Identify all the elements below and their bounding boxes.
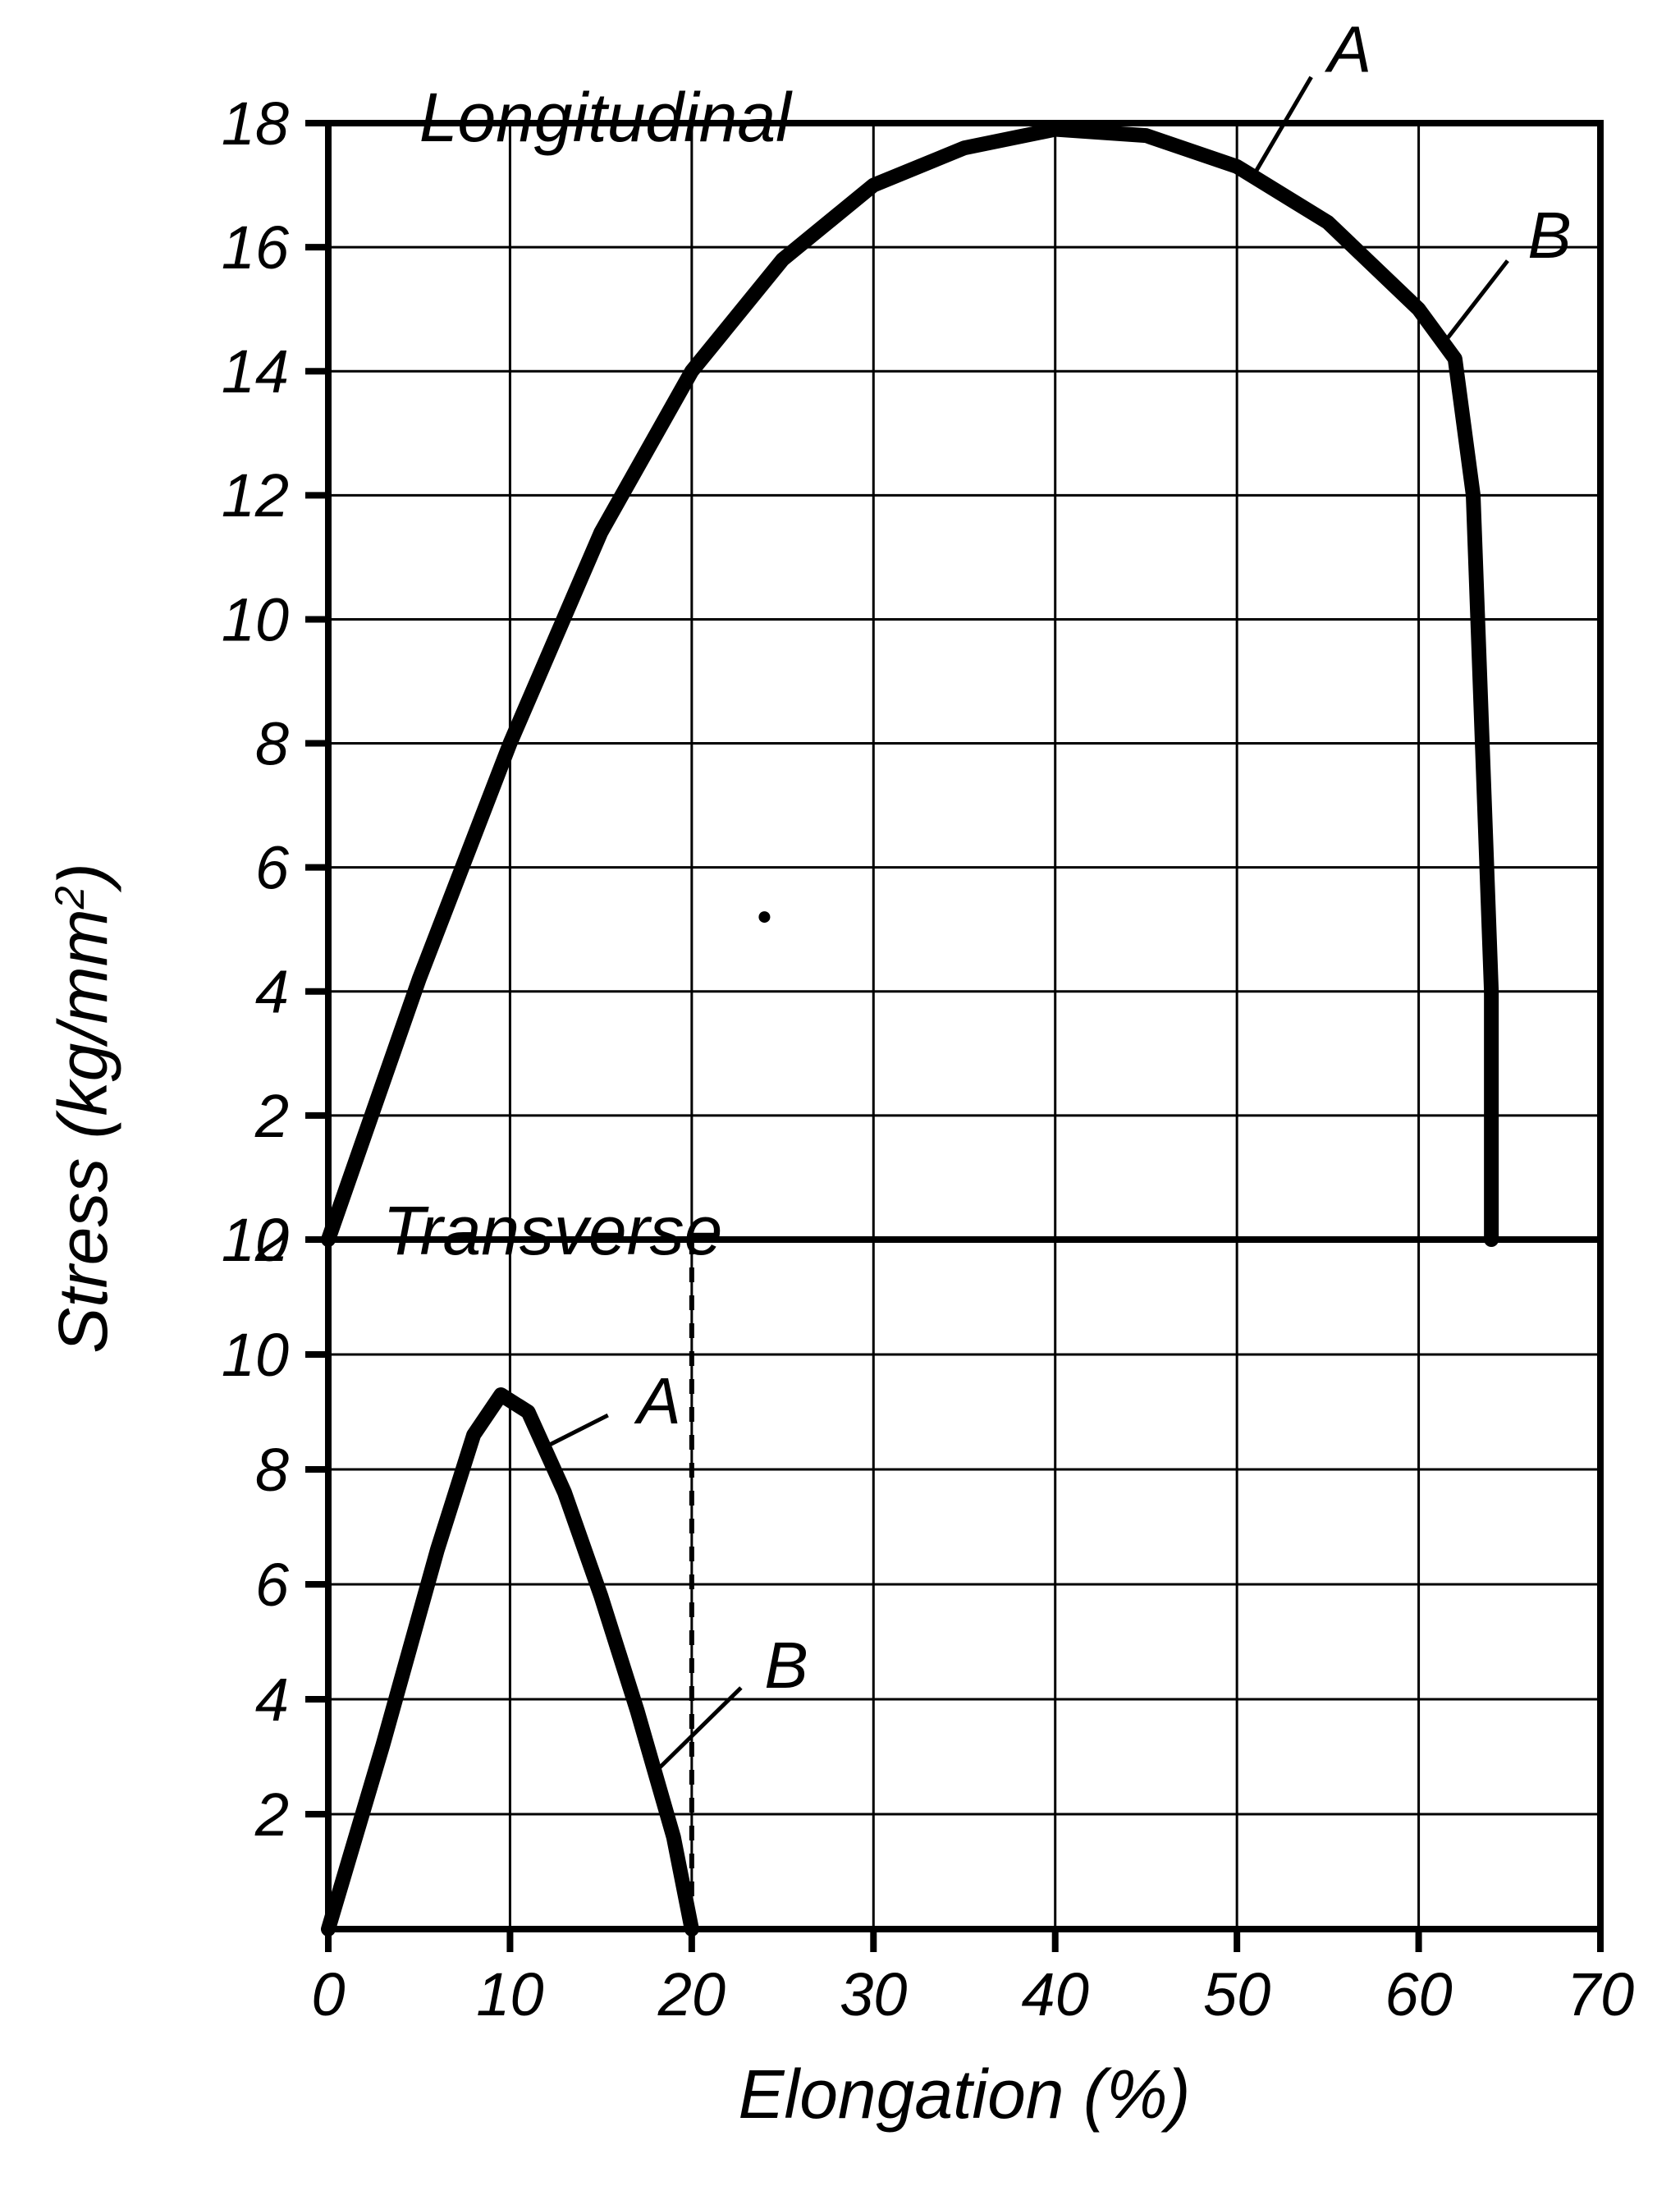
y-tick-label-top: 6: [255, 834, 290, 902]
x-tick-label: 70: [1567, 1960, 1634, 2028]
y-tick-label-top: 14: [222, 337, 289, 406]
annotation-label-top_panel-B: B: [1527, 199, 1571, 272]
x-axis-title: Elongation (%): [739, 2056, 1191, 2133]
y-tick-label-bot: 12: [222, 1206, 289, 1274]
annotation-label-bottom_panel-A: A: [634, 1364, 680, 1437]
stress-elongation-chart: 01020304050607002468101214161824681012AB…: [0, 0, 1680, 2200]
y-tick-label-bot: 8: [255, 1436, 289, 1504]
x-tick-label: 50: [1203, 1960, 1270, 2028]
x-tick-label: 40: [1022, 1960, 1089, 2028]
panel-label-longitudinal: Longitudinal: [419, 79, 793, 156]
y-tick-label-top: 8: [255, 709, 289, 777]
y-tick-label-top: 18: [222, 89, 289, 158]
x-tick-label: 60: [1385, 1960, 1452, 2028]
x-tick-label: 30: [840, 1960, 907, 2028]
annotation-label-bottom_panel-B: B: [764, 1629, 808, 1702]
stray-dot: [758, 911, 770, 923]
annotation-label-top_panel-A: A: [1325, 12, 1371, 85]
y-tick-label-bot: 4: [255, 1666, 289, 1734]
y-tick-label-bot: 6: [255, 1551, 290, 1619]
y-tick-label-bot: 10: [222, 1321, 289, 1389]
y-axis-title: Stress (kg/mm2): [44, 863, 121, 1353]
y-tick-label-bot: 2: [254, 1781, 289, 1849]
y-tick-label-top: 16: [222, 213, 290, 282]
x-tick-label: 10: [476, 1960, 543, 2028]
y-tick-label-top: 2: [254, 1082, 289, 1150]
y-tick-label-top: 4: [255, 958, 289, 1026]
y-tick-label-top: 12: [222, 461, 289, 529]
y-tick-label-top: 10: [222, 585, 289, 653]
x-tick-label: 20: [657, 1960, 726, 2028]
panel-label-transverse: Transverse: [382, 1192, 722, 1269]
x-tick-label: 0: [311, 1960, 345, 2028]
